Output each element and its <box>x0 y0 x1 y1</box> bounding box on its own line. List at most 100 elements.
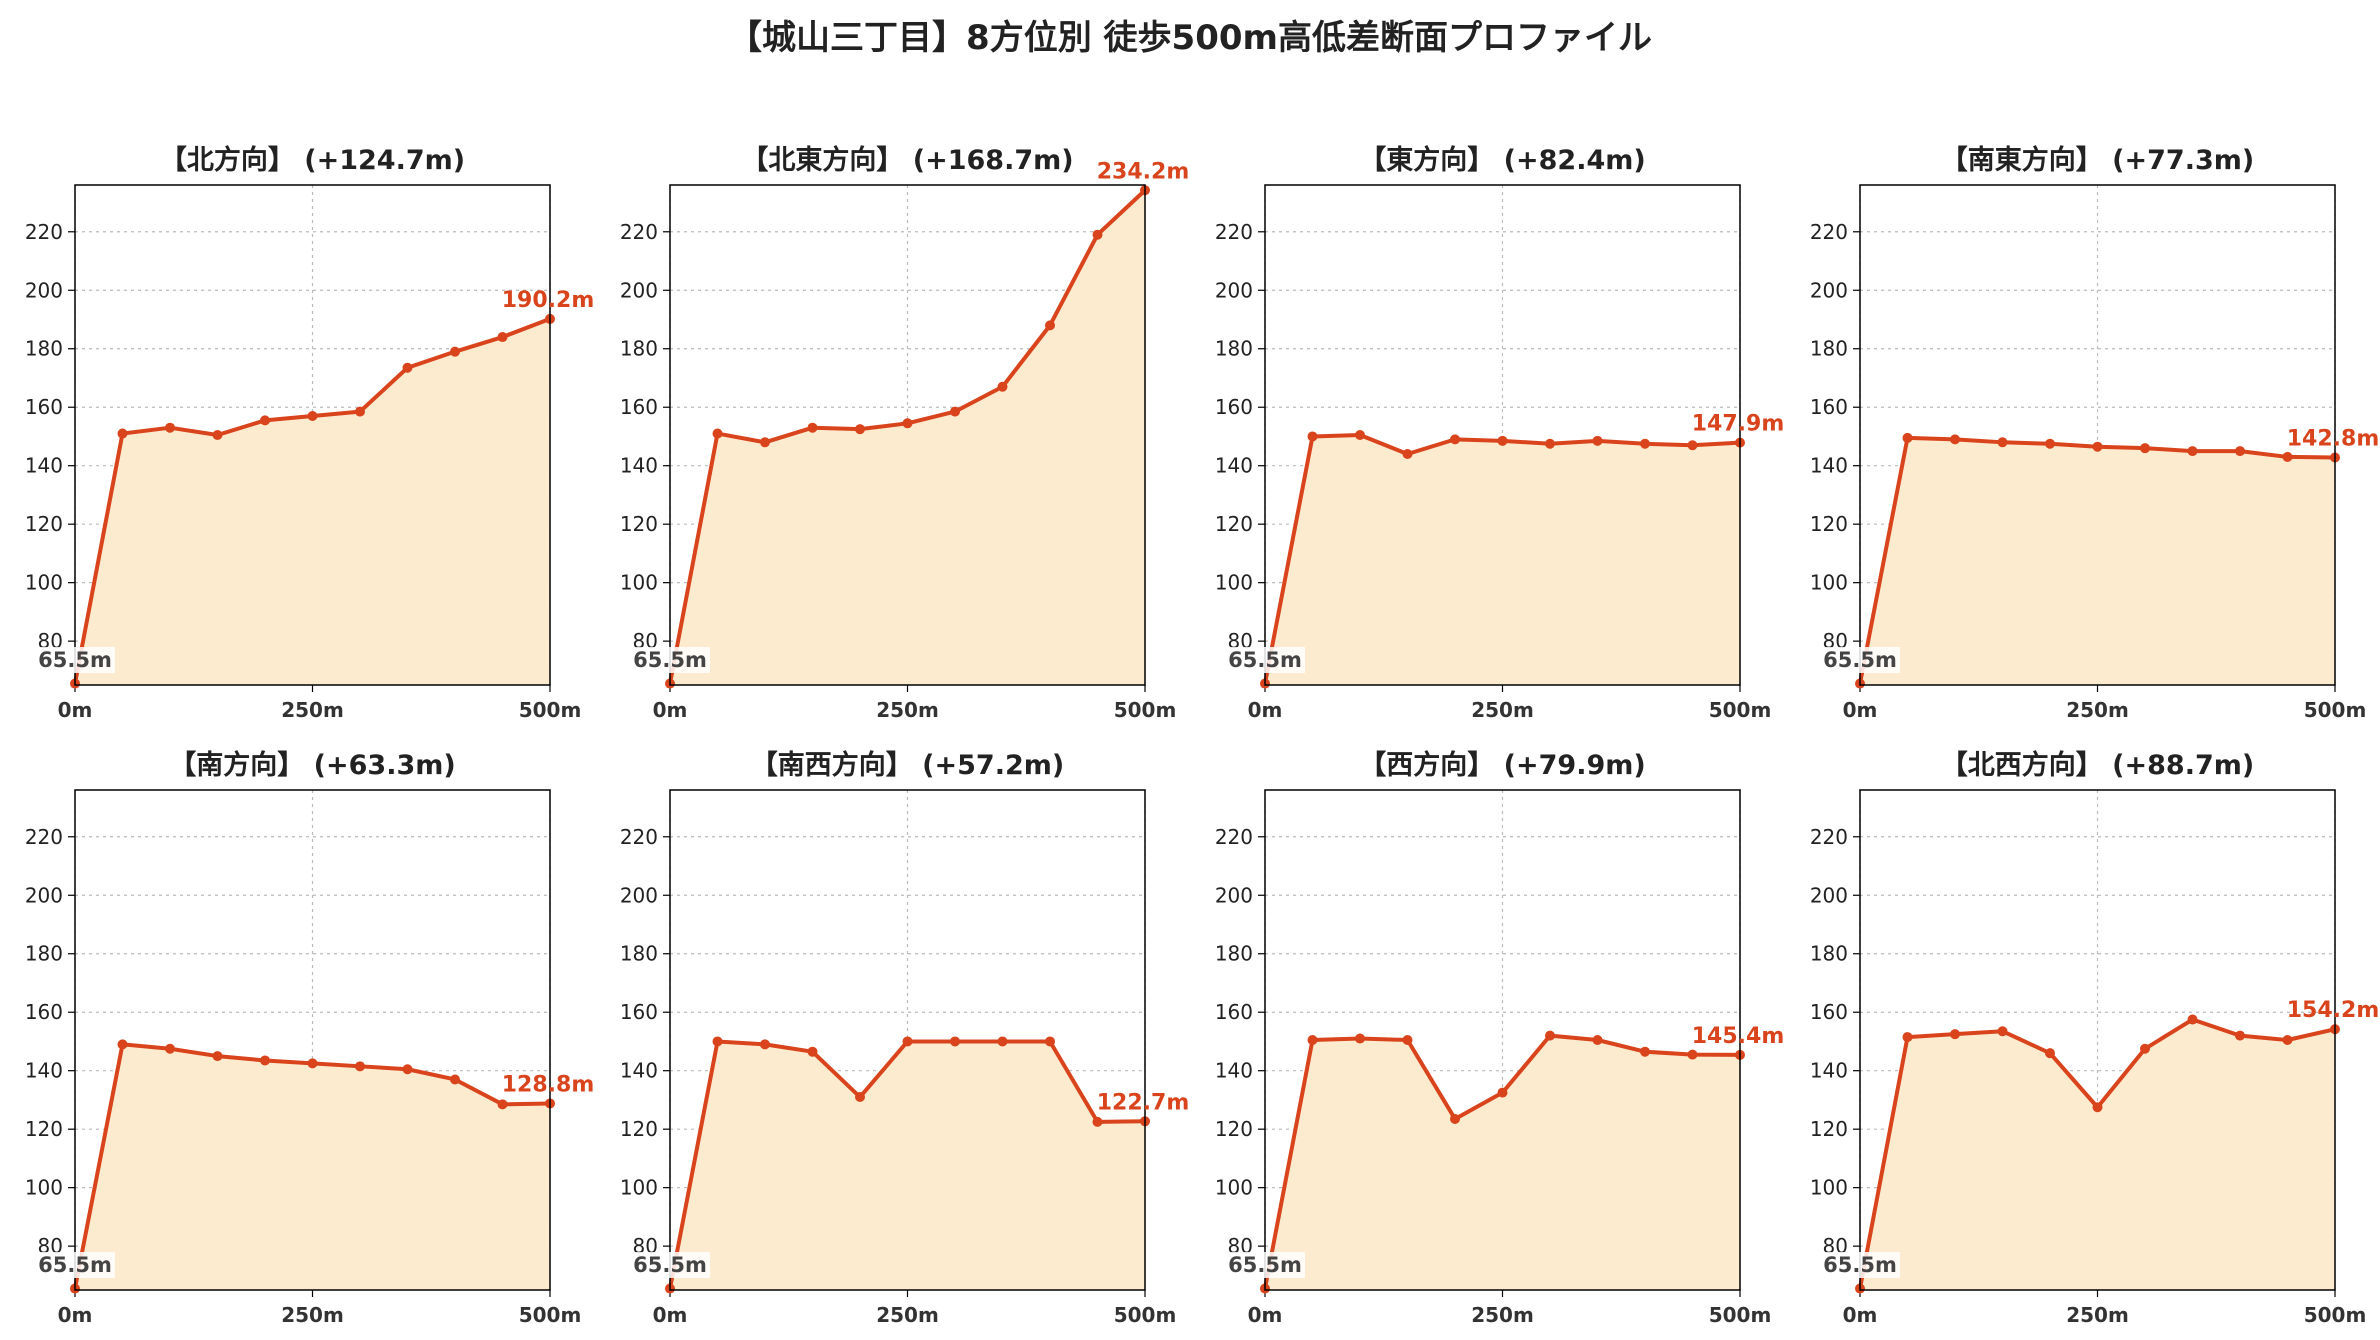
data-point <box>1997 1026 2008 1037</box>
data-point <box>165 422 175 433</box>
data-point <box>1545 438 1555 449</box>
y-tick-label: 200 <box>620 883 658 907</box>
subplot-title: 【北方向】 (+124.7m) <box>160 144 465 176</box>
y-tick-label: 120 <box>25 512 63 536</box>
data-point <box>1045 1036 1055 1047</box>
y-tick-label: 120 <box>1810 1117 1848 1141</box>
start-elevation-label: 65.5m <box>1228 648 1302 672</box>
end-elevation-label: 190.2m <box>502 288 595 313</box>
data-point <box>1997 437 2008 448</box>
start-elevation-label: 65.5m <box>1823 648 1897 672</box>
y-tick-label: 200 <box>25 278 63 302</box>
axes-frame <box>1859 184 2336 686</box>
y-tick-label: 160 <box>620 1000 658 1024</box>
data-point <box>1450 434 1460 445</box>
elevation-area <box>670 1041 1145 1290</box>
y-tick-label: 120 <box>620 512 658 536</box>
data-point <box>997 1036 1008 1047</box>
axes-frame <box>1859 789 2336 1291</box>
data-point <box>1045 320 1055 331</box>
data-point <box>307 410 318 421</box>
y-tick-label: 180 <box>1215 337 1253 361</box>
start-label-bg <box>35 1252 115 1278</box>
data-point <box>1450 1113 1460 1124</box>
x-tick-label: 500m <box>1114 1303 1177 1327</box>
data-point <box>902 1036 913 1047</box>
x-tick-label: 500m <box>519 1303 582 1327</box>
data-point <box>950 1036 960 1047</box>
y-tick-label: 100 <box>1215 1176 1253 1200</box>
y-tick-label: 200 <box>1810 278 1848 302</box>
y-tick-label: 100 <box>25 571 63 595</box>
data-point <box>1545 1030 1555 1041</box>
y-tick-label: 100 <box>620 571 658 595</box>
x-tick-label: 500m <box>2304 1303 2367 1327</box>
data-point <box>2235 446 2245 457</box>
y-tick-label: 140 <box>25 1059 63 1083</box>
axes-frame <box>1264 184 1741 686</box>
data-point <box>355 406 365 417</box>
x-tick-label: 250m <box>281 1303 344 1327</box>
y-tick-label: 220 <box>620 825 658 849</box>
data-point <box>2140 443 2150 454</box>
y-tick-label: 220 <box>1215 825 1253 849</box>
data-point <box>1640 1046 1650 1057</box>
x-tick-label: 0m <box>1248 698 1283 722</box>
data-point <box>2282 451 2293 462</box>
data-point <box>450 346 460 357</box>
start-elevation-label: 65.5m <box>38 648 112 672</box>
y-tick-label: 120 <box>1215 512 1253 536</box>
subplot-title: 【南西方向】 (+57.2m) <box>751 749 1064 781</box>
axes-frame <box>74 789 551 1291</box>
x-tick-label: 250m <box>2066 1303 2129 1327</box>
data-point <box>212 430 223 440</box>
data-point <box>712 1036 723 1047</box>
elevation-area <box>1265 435 1740 685</box>
start-label-bg <box>1820 647 1900 673</box>
start-label-bg <box>1225 1252 1305 1278</box>
data-point <box>1902 432 1913 443</box>
data-point <box>855 1092 865 1103</box>
axes-frame <box>74 184 551 686</box>
end-elevation-label: 122.7m <box>1097 1090 1190 1115</box>
x-tick-label: 0m <box>1248 1303 1283 1327</box>
data-point <box>1307 431 1318 442</box>
data-point <box>2045 1048 2055 1059</box>
start-elevation-label: 65.5m <box>1228 1253 1302 1277</box>
y-tick-label: 100 <box>1215 571 1253 595</box>
y-tick-label: 220 <box>1810 220 1848 244</box>
subplot-title: 【東方向】 (+82.4m) <box>1359 144 1645 176</box>
data-point <box>712 428 723 439</box>
end-elevation-label: 145.4m <box>1692 1024 1785 1049</box>
data-point <box>497 332 508 343</box>
y-tick-label: 220 <box>1810 825 1848 849</box>
start-label-bg <box>1225 647 1305 673</box>
y-tick-label: 220 <box>620 220 658 244</box>
y-tick-label: 100 <box>620 1176 658 1200</box>
y-tick-label: 180 <box>25 942 63 966</box>
y-tick-label: 160 <box>1215 1000 1253 1024</box>
data-point <box>855 424 865 435</box>
y-tick-label: 140 <box>1215 454 1253 478</box>
x-tick-label: 500m <box>1709 1303 1772 1327</box>
data-point <box>1687 1049 1698 1060</box>
data-point <box>1092 1116 1103 1127</box>
y-tick-label: 180 <box>1215 942 1253 966</box>
start-label-bg <box>630 1252 710 1278</box>
y-tick-label: 220 <box>1215 220 1253 244</box>
y-tick-label: 200 <box>25 883 63 907</box>
end-elevation-label: 128.8m <box>502 1072 595 1097</box>
y-tick-label: 120 <box>620 1117 658 1141</box>
data-point <box>997 381 1008 392</box>
figure-title: 【城山三丁目】8方位別 徒歩500m高低差断面プロファイル <box>728 18 1652 58</box>
data-point <box>1307 1035 1318 1045</box>
x-tick-label: 500m <box>1709 698 1772 722</box>
x-tick-label: 0m <box>58 698 93 722</box>
data-point <box>260 1055 270 1066</box>
data-point <box>165 1043 175 1054</box>
subplot-title: 【南方向】 (+63.3m) <box>169 749 455 781</box>
y-tick-label: 200 <box>620 278 658 302</box>
data-point <box>760 437 770 448</box>
